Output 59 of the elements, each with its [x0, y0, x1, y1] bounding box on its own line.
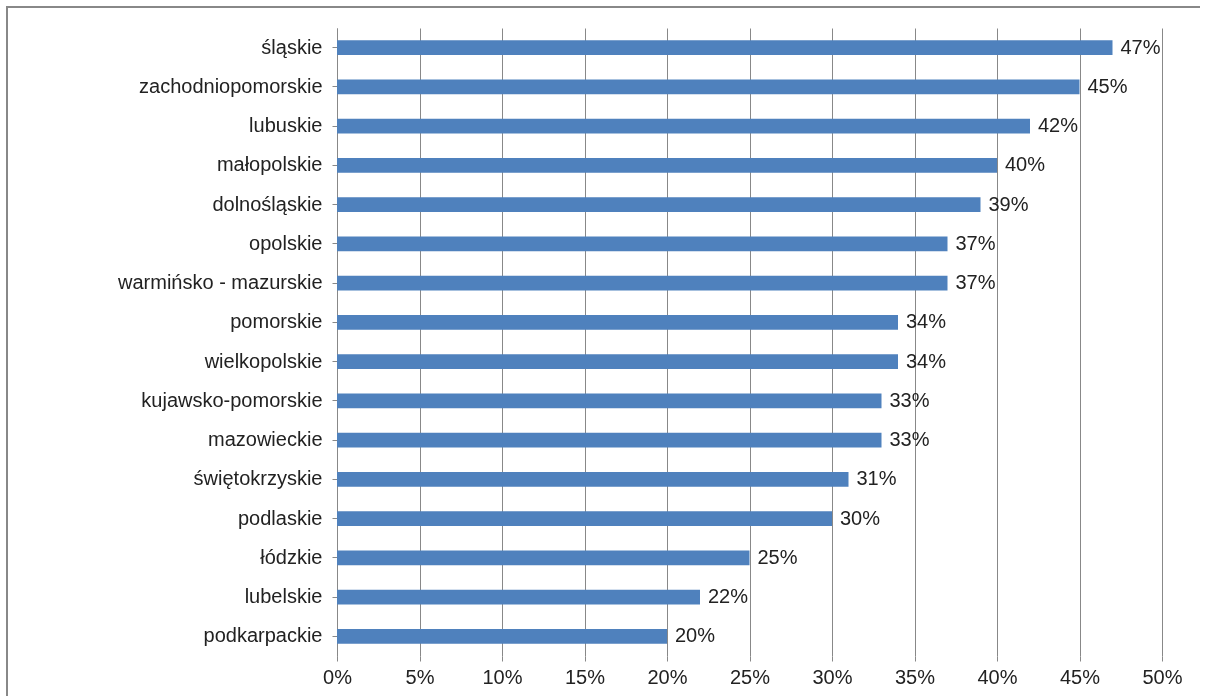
- bar: [337, 354, 898, 370]
- y-tick-label: opolskie: [249, 231, 323, 254]
- y-tick-label: śląskie: [261, 35, 323, 58]
- x-tick-label: 25%: [729, 665, 771, 688]
- data-label: 25%: [757, 545, 798, 568]
- x-tick-label: 10%: [482, 665, 523, 688]
- x-tick-label: 50%: [1142, 665, 1183, 688]
- x-tick-label: 40%: [977, 665, 1018, 688]
- data-label: 30%: [840, 506, 881, 529]
- x-tick-label: 30%: [812, 665, 853, 688]
- y-tick-label: łódzkie: [260, 545, 323, 568]
- y-tick-label: podkarpackie: [203, 624, 323, 647]
- bar: [337, 511, 832, 527]
- bar: [337, 432, 882, 448]
- data-label: 42%: [1038, 114, 1079, 137]
- y-tick-label: lubelskie: [244, 585, 323, 608]
- y-tick-label: wielkopolskie: [203, 349, 323, 372]
- bar: [337, 118, 1030, 134]
- bar: [337, 40, 1113, 56]
- y-tick-label: lubuskie: [249, 114, 323, 137]
- x-tick-label: 35%: [894, 665, 936, 688]
- data-label: 40%: [1005, 153, 1046, 176]
- data-label: 22%: [708, 585, 749, 608]
- x-tick-label: 15%: [564, 665, 606, 688]
- y-tick-label: zachodniopomorskie: [139, 74, 323, 97]
- y-tick-label: świętokrzyskie: [193, 467, 323, 490]
- bar: [337, 157, 997, 173]
- y-tick-label: podlaskie: [237, 506, 323, 529]
- bar: [337, 275, 948, 291]
- x-tick-label: 45%: [1059, 665, 1101, 688]
- bar: [337, 314, 898, 330]
- y-tick-label: pomorskie: [230, 310, 323, 333]
- bar: [337, 236, 948, 252]
- data-label: 33%: [889, 388, 930, 411]
- bar: [337, 628, 667, 644]
- bar: [337, 393, 882, 409]
- y-tick-label: warmińsko - mazurskie: [117, 271, 323, 294]
- y-tick-label: dolnośląskie: [212, 192, 323, 215]
- y-tick-label: mazowieckie: [208, 428, 323, 451]
- x-tick-label: 5%: [405, 665, 435, 688]
- data-label: 31%: [856, 467, 897, 490]
- data-label: 45%: [1087, 74, 1128, 97]
- data-label: 47%: [1120, 35, 1161, 58]
- data-label: 37%: [955, 231, 996, 254]
- bar: [337, 471, 849, 487]
- data-label: 39%: [988, 192, 1029, 215]
- bar: [337, 550, 750, 566]
- data-label: 37%: [955, 271, 996, 294]
- data-label: 34%: [906, 349, 947, 372]
- x-tick-label: 20%: [647, 665, 688, 688]
- bar: [337, 79, 1080, 95]
- data-label: 33%: [889, 428, 930, 451]
- data-label: 20%: [675, 624, 716, 647]
- y-tick-label: małopolskie: [216, 153, 323, 176]
- bar: [337, 589, 700, 605]
- bar: [337, 197, 981, 213]
- x-tick-label: 0%: [323, 665, 353, 688]
- data-label: 34%: [906, 310, 947, 333]
- y-tick-label: kujawsko-pomorskie: [141, 388, 323, 411]
